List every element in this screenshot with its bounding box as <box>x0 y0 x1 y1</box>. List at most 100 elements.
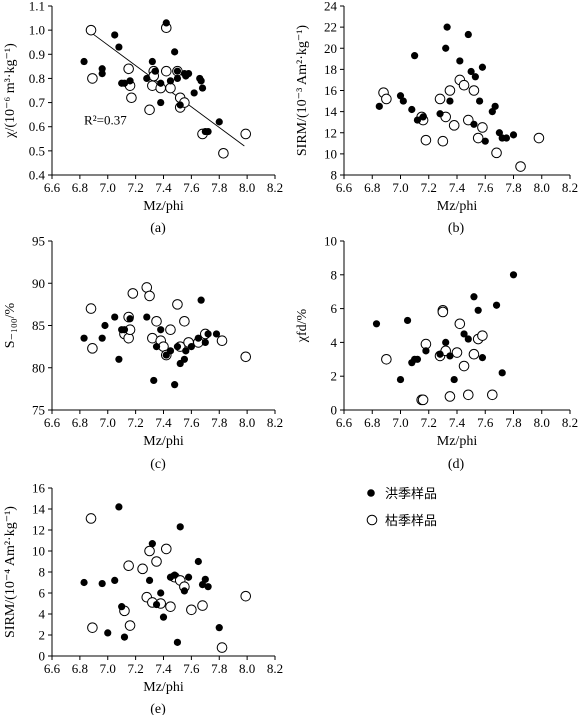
data-point-filled <box>204 127 212 136</box>
data-point-filled <box>150 376 158 385</box>
x-tick-label: 7.2 <box>128 180 144 195</box>
data-point-filled <box>180 355 189 363</box>
data-point-filled <box>173 74 182 83</box>
data-point-filled <box>80 578 88 587</box>
legend: 洪季样品 枯季样品 <box>366 487 437 529</box>
data-point-filled <box>471 73 479 81</box>
data-point-open <box>434 93 446 105</box>
data-point-filled <box>478 354 487 362</box>
data-point-filled <box>115 355 123 363</box>
data-point-open <box>437 135 449 147</box>
x-tick-label: 7.8 <box>211 180 227 195</box>
panel-caption: (a) <box>150 221 166 236</box>
data-point-filled <box>201 338 209 346</box>
data-point-filled <box>80 57 88 66</box>
data-point-filled <box>176 523 184 531</box>
data-point-open <box>216 642 228 653</box>
y-tick-label: 12 <box>32 523 45 538</box>
data-point-filled <box>182 347 190 355</box>
data-point-filled <box>115 43 123 51</box>
data-point-open <box>124 620 136 631</box>
data-point-open <box>216 335 228 347</box>
data-point-filled <box>118 603 126 611</box>
chart-panel-b: 6.6 6.8 7.0 7.2 7.4 7.6 7.8 8.0 8.2 8 10 12 14 16 18 20… <box>295 0 578 236</box>
data-point-filled <box>173 67 182 75</box>
data-point-filled <box>470 120 478 128</box>
data-point-filled <box>198 84 207 92</box>
x-tick-label: 7.4 <box>155 415 172 430</box>
data-point-filled <box>98 334 106 342</box>
data-point-open <box>477 330 488 341</box>
x-tick-label: 7.0 <box>392 415 408 430</box>
x-tick-label: 7.4 <box>155 180 172 195</box>
data-point-filled <box>151 67 159 75</box>
data-point-filled <box>176 101 184 109</box>
data-point-filled <box>509 271 518 279</box>
data-point-open <box>448 120 460 131</box>
x-axis-label: Mz/phi <box>437 434 478 449</box>
data-point-filled <box>442 338 450 346</box>
y-tick-label: 8 <box>331 267 338 282</box>
data-point-filled <box>372 320 381 328</box>
x-tick-label: 7.4 <box>449 415 466 430</box>
data-point-filled <box>399 97 407 105</box>
y-tick-label: 0 <box>39 649 46 664</box>
x-axis-label: Mz/phi <box>143 680 184 695</box>
data-point-filled <box>467 67 475 76</box>
y-tick-label: 6 <box>331 301 338 316</box>
data-point-filled <box>187 343 195 351</box>
x-tick-label: 8.0 <box>239 180 255 195</box>
y-tick-label: 1.0 <box>29 23 45 38</box>
y-tick-label: 4 <box>331 335 338 350</box>
x-tick-label: 8.2 <box>562 180 578 195</box>
data-point-open <box>381 354 392 365</box>
x-tick-label: 7.6 <box>477 415 494 430</box>
x-tick-label: 8.0 <box>239 415 255 430</box>
data-point-open <box>144 104 155 116</box>
data-point-filled <box>194 334 202 342</box>
data-point-filled <box>166 77 175 85</box>
y-axis-label: SIRM/(10⁻⁴ Am²·kg⁻¹) <box>3 506 18 638</box>
data-point-filled <box>474 306 482 314</box>
y-tick-label: 4 <box>39 607 46 622</box>
data-point-open <box>468 348 480 360</box>
data-point-open <box>197 600 208 611</box>
data-point-filled <box>197 77 205 85</box>
data-point-filled <box>201 575 209 583</box>
y-tick-label: 85 <box>32 318 45 333</box>
data-point-open <box>151 556 162 567</box>
x-tick-label: 6.6 <box>44 180 61 195</box>
x-tick-label: 8.2 <box>267 661 283 676</box>
data-point-open <box>144 290 155 302</box>
data-point-filled <box>413 116 422 124</box>
data-point-filled <box>101 321 109 330</box>
data-point-filled <box>204 583 212 591</box>
x-tick-label: 7.0 <box>392 180 408 195</box>
y-tick-label: 2 <box>331 369 338 384</box>
data-point-open <box>444 391 456 402</box>
data-point-open <box>127 288 139 299</box>
data-point-open <box>417 394 429 406</box>
data-point-filled <box>215 118 223 126</box>
data-point-open <box>186 604 197 616</box>
data-point-filled <box>396 92 405 100</box>
data-point-filled <box>157 79 165 87</box>
x-tick-label: 7.0 <box>100 415 116 430</box>
data-point-open <box>160 65 172 77</box>
data-point-open <box>85 303 97 314</box>
x-tick-label: 7.2 <box>421 415 437 430</box>
data-point-filled <box>120 79 129 87</box>
x-tick-label: 7.2 <box>421 180 437 195</box>
legend-flood-label: 洪季样品 <box>385 487 437 502</box>
panel-caption: (d) <box>448 457 465 472</box>
data-point-open <box>533 132 545 144</box>
data-point-filled <box>98 65 106 73</box>
data-point-filled <box>171 48 179 56</box>
series-flood <box>80 19 223 136</box>
data-point-open <box>240 590 252 602</box>
y-tick-label: 2 <box>39 628 46 643</box>
data-point-open <box>144 545 155 557</box>
x-axis-label: Mz/phi <box>143 199 184 214</box>
data-point-filled <box>413 355 422 363</box>
data-point-filled <box>184 573 193 581</box>
